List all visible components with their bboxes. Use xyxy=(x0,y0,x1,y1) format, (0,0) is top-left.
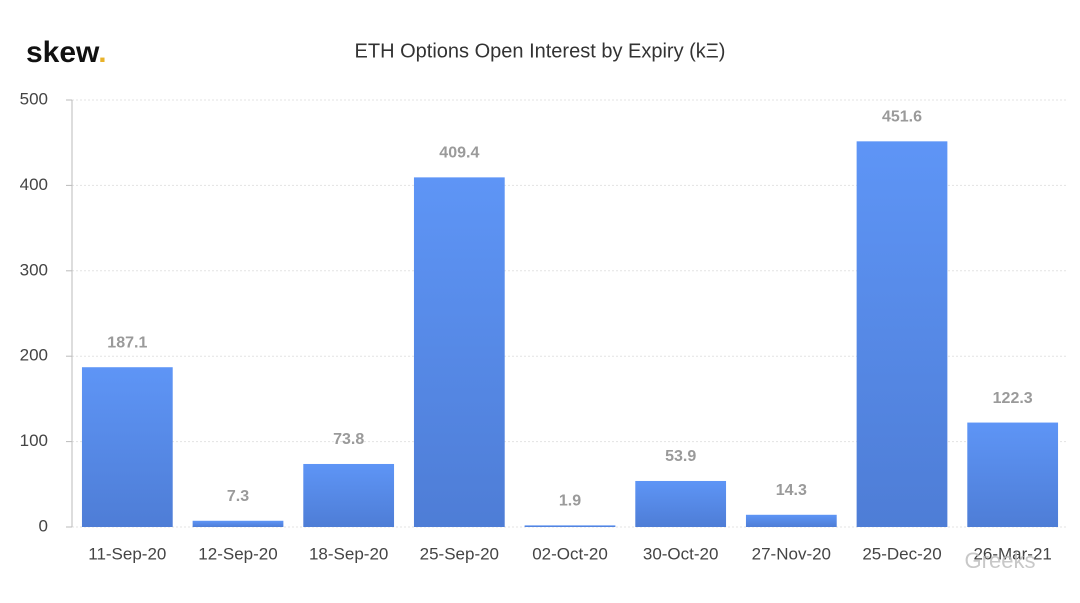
value-label: 53.9 xyxy=(665,448,696,465)
x-tick-label: 11-Sep-20 xyxy=(88,544,166,563)
value-label: 1.9 xyxy=(559,493,581,510)
x-tick-label: 27-Nov-20 xyxy=(752,544,831,563)
value-label: 7.3 xyxy=(227,488,249,505)
x-tick-label: 25-Sep-20 xyxy=(420,544,499,563)
y-tick-label: 500 xyxy=(20,89,48,108)
x-tick-label: 25-Dec-20 xyxy=(862,544,941,563)
bar xyxy=(81,367,173,527)
bar xyxy=(856,141,948,527)
bar xyxy=(303,463,395,527)
bar xyxy=(413,177,505,527)
bar xyxy=(524,525,616,527)
value-label: 73.8 xyxy=(333,431,364,448)
x-tick-label: 18-Sep-20 xyxy=(309,544,388,563)
value-label: 187.1 xyxy=(107,334,147,351)
bar xyxy=(967,422,1059,527)
x-tick-label: 30-Oct-20 xyxy=(643,544,719,563)
bar xyxy=(192,520,284,527)
bar xyxy=(635,480,727,527)
value-label: 409.4 xyxy=(439,145,479,162)
y-tick-label: 200 xyxy=(20,346,48,365)
logo-text: skew xyxy=(26,36,100,69)
y-tick-label: 100 xyxy=(20,431,48,450)
x-tick-label: 02-Oct-20 xyxy=(532,544,608,563)
logo-dot: . xyxy=(98,36,106,69)
x-tick-label: 26-Mar-21 xyxy=(973,544,1051,563)
plot-area: 0 100 200 300 400 500 187.1 11-Sep-20 7.3 12-Sep-… xyxy=(20,89,1068,563)
y-tick-label: 300 xyxy=(20,260,48,279)
chart-title: ETH Options Open Interest by Expiry (kΞ) xyxy=(355,40,726,62)
y-tick-label: 0 xyxy=(39,516,48,535)
value-label: 14.3 xyxy=(776,482,807,499)
x-tick-label: 12-Sep-20 xyxy=(198,544,277,563)
logo: skew. xyxy=(26,36,107,69)
watermark: Greeks xyxy=(965,548,1036,573)
value-label: 451.6 xyxy=(882,109,922,126)
y-tick-label: 400 xyxy=(20,175,48,194)
value-label: 122.3 xyxy=(993,390,1033,407)
bar xyxy=(745,514,837,527)
